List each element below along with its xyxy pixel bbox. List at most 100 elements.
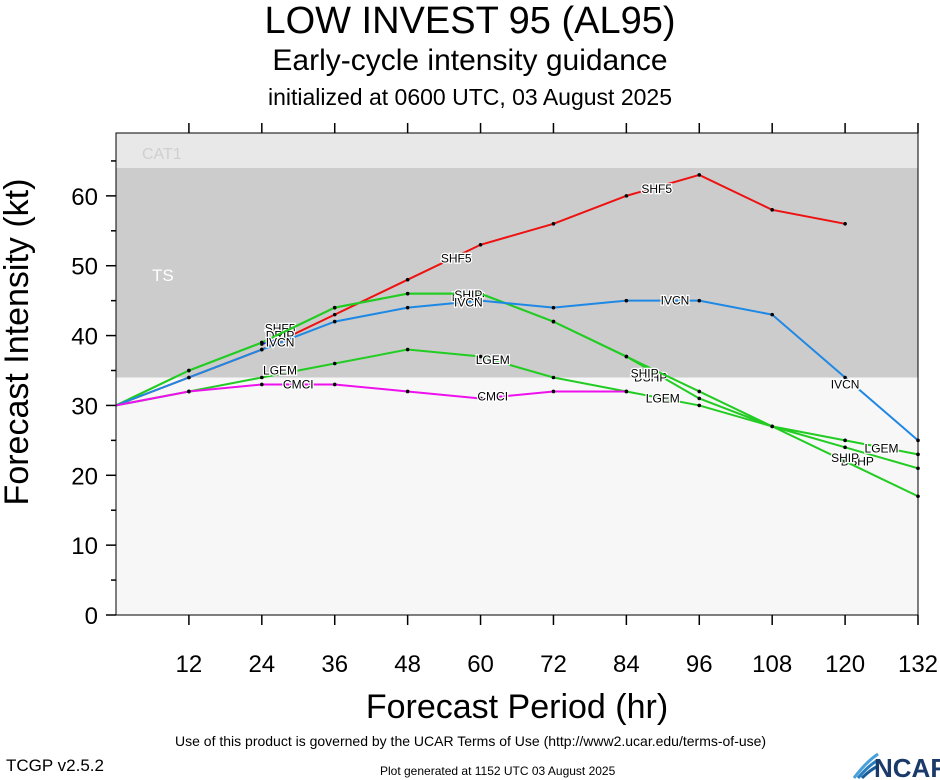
data-point: [551, 319, 556, 324]
x-tick-label: 132: [898, 651, 938, 678]
generated-timestamp: Plot generated at 1152 UTC 03 August 202…: [380, 764, 616, 778]
data-point: [478, 396, 483, 401]
x-tick-label: 96: [686, 651, 713, 678]
init-time: initialized at 0600 UTC, 03 August 2025: [267, 84, 673, 110]
data-point: [697, 298, 702, 303]
band-label-ts: TS: [152, 266, 174, 285]
ncar-logo-text: NCAR: [874, 753, 940, 780]
data-point: [770, 208, 774, 212]
tick-labels: 0 10 20 30 40 50 60 12 24 36 48 60 72 84 96 108 120 132: [71, 184, 938, 678]
data-point: [697, 389, 702, 394]
data-point: [551, 389, 556, 394]
y-tick-label: 40: [71, 324, 98, 351]
data-point: [405, 305, 410, 310]
series-label-shf5: SHF5: [265, 322, 296, 336]
data-point: [332, 312, 337, 317]
series-line-drip: [261, 338, 281, 345]
plot-frame: [115, 132, 919, 616]
data-point: [332, 319, 337, 324]
terms-of-use-link[interactable]: Use of this product is governed by the U…: [175, 733, 767, 749]
data-point: [624, 298, 629, 303]
y-tick-label: 20: [71, 463, 98, 490]
data-point: [624, 354, 629, 359]
data-point: [843, 375, 847, 380]
data-point: [260, 382, 264, 387]
data-point: [260, 375, 264, 380]
series-ivcn: IVCN IVCN IVCN IVCN: [115, 292, 920, 443]
x-tick-label: 108: [752, 651, 792, 678]
series-cmci: CMCI CMCI: [115, 376, 629, 407]
series-line-cmci: [115, 383, 627, 407]
y-axis-label: Forecast Intensity (kt): [0, 179, 36, 506]
y-tick-label: 0: [85, 603, 98, 630]
series-label-ivcn: IVCN: [266, 336, 295, 350]
series-label-ship: SHIP: [831, 451, 859, 465]
y-tick-label: 60: [71, 184, 98, 211]
x-tick-label: 60: [467, 651, 494, 678]
data-point: [697, 173, 702, 177]
data-point: [405, 277, 410, 282]
x-tick-label: 36: [321, 651, 348, 678]
series-layer: SHF5SHF5SHF5DRIPDSHPDSHPDSHPSHIPSHIPSHIP…: [115, 173, 920, 499]
data-point: [260, 340, 264, 345]
data-point: [843, 459, 847, 464]
data-point: [770, 312, 774, 317]
chart-subtitle: Early-cycle intensity guidance: [272, 44, 668, 77]
data-point: [551, 305, 556, 310]
data-point: [260, 347, 264, 352]
data-point: [697, 396, 702, 401]
intensity-bands: TS CAT1: [116, 133, 918, 378]
data-point: [478, 354, 483, 359]
data-point: [187, 389, 191, 394]
series-label-ivcn: IVCN: [831, 377, 860, 391]
data-point: [332, 305, 337, 310]
series-line-ship: [115, 292, 919, 498]
data-point: [843, 438, 847, 443]
data-point: [332, 382, 337, 387]
series-label-shf5: SHF5: [641, 182, 672, 196]
x-tick-label: 84: [613, 651, 640, 678]
x-tick-label: 12: [176, 651, 203, 678]
data-point: [478, 291, 483, 296]
data-point: [770, 424, 774, 429]
data-point: [278, 337, 282, 341]
x-tick-label: 24: [248, 651, 275, 678]
data-point: [405, 347, 410, 352]
data-point: [187, 375, 191, 380]
ncar-wave-icon: [852, 752, 879, 780]
series-label-cmci: CMCI: [283, 377, 314, 391]
data-point: [843, 222, 847, 226]
series-label-ivcn: IVCN: [661, 294, 690, 308]
series-label-dshp: DSHP: [841, 454, 874, 468]
chart-title: LOW INVEST 95 (AL95): [264, 0, 676, 42]
data-point: [551, 375, 556, 380]
series-line-lgem: [115, 348, 919, 456]
axes: [106, 123, 919, 625]
data-point: [187, 368, 191, 373]
series-label-lgem: LGEM: [476, 353, 510, 367]
data-point: [624, 194, 629, 198]
series-label-lgem: LGEM: [263, 364, 297, 378]
band-cat1: [116, 133, 918, 168]
series-lgem: LGEM LGEM LGEM LGEM: [115, 347, 920, 457]
data-point: [624, 389, 629, 394]
data-point: [551, 222, 556, 226]
series-label-lgem: LGEM: [865, 442, 899, 456]
data-point: [697, 403, 702, 408]
x-tick-label: 72: [540, 651, 567, 678]
data-point: [478, 242, 483, 247]
band-label-cat1: CAT1: [142, 146, 182, 163]
y-tick-label: 10: [71, 533, 98, 560]
x-tick-label: 48: [394, 651, 421, 678]
x-axis-label: Forecast Period (hr): [366, 688, 668, 726]
series-label-shf5: SHF5: [441, 252, 472, 266]
data-point: [478, 298, 483, 303]
series-line-ivcn: [115, 299, 919, 442]
series-label-ship: SHIP: [454, 288, 482, 302]
version-label: TCGP v2.5.2: [6, 756, 104, 775]
y-tick-label: 30: [71, 393, 98, 420]
series-label-ivcn: IVCN: [454, 296, 483, 310]
series-label-ship: SHIP: [631, 366, 659, 380]
series-label-cmci: CMCI: [477, 389, 508, 403]
